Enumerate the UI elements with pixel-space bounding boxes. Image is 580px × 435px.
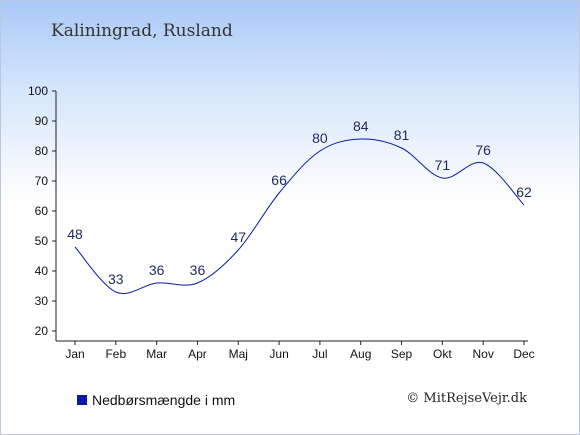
x-tick-label: Dec	[513, 347, 534, 361]
chart-title: Kaliningrad, Rusland	[51, 21, 233, 41]
series-line	[74, 138, 525, 294]
data-label: 80	[312, 130, 328, 146]
y-tick-label: 50	[35, 234, 49, 248]
data-label: 76	[475, 142, 491, 158]
x-tick-label: Maj	[229, 347, 248, 361]
data-label: 36	[149, 262, 165, 278]
data-label: 47	[230, 229, 246, 245]
y-tick-label: 40	[35, 264, 49, 278]
y-tick-label: 80	[35, 144, 49, 158]
legend-label: Nedbørsmængde i mm	[92, 392, 236, 408]
x-tick-label: Aug	[350, 347, 371, 361]
data-label: 66	[271, 172, 287, 188]
data-label: 84	[353, 118, 369, 134]
x-tick-label: Nov	[473, 347, 494, 361]
y-tick-label: 20	[35, 324, 49, 338]
x-tick-label: Jul	[312, 347, 327, 361]
data-label: 81	[394, 127, 410, 143]
x-tick-label: Jun	[269, 347, 288, 361]
data-label: 33	[108, 271, 124, 287]
x-tick-label: Feb	[105, 347, 126, 361]
y-tick-label: 30	[35, 294, 49, 308]
y-tick-label: 90	[35, 114, 49, 128]
x-tick-label: Okt	[433, 347, 452, 361]
data-label: 71	[435, 157, 451, 173]
x-tick-label: Mar	[146, 347, 167, 361]
x-tick-label: Apr	[188, 347, 207, 361]
y-tick-label: 60	[35, 204, 49, 218]
legend: Nedbørsmængde i mm	[77, 392, 235, 408]
x-tick-label: Sep	[391, 347, 413, 361]
y-tick-label: 100	[28, 84, 48, 98]
legend-swatch	[77, 395, 87, 405]
copyright-credit: © MitRejseVejr.dk	[406, 391, 527, 406]
y-tick-label: 70	[35, 174, 49, 188]
data-label: 48	[67, 226, 83, 242]
x-tick-label: Jan	[65, 347, 84, 361]
data-label: 36	[190, 262, 206, 278]
data-label: 62	[516, 184, 532, 200]
